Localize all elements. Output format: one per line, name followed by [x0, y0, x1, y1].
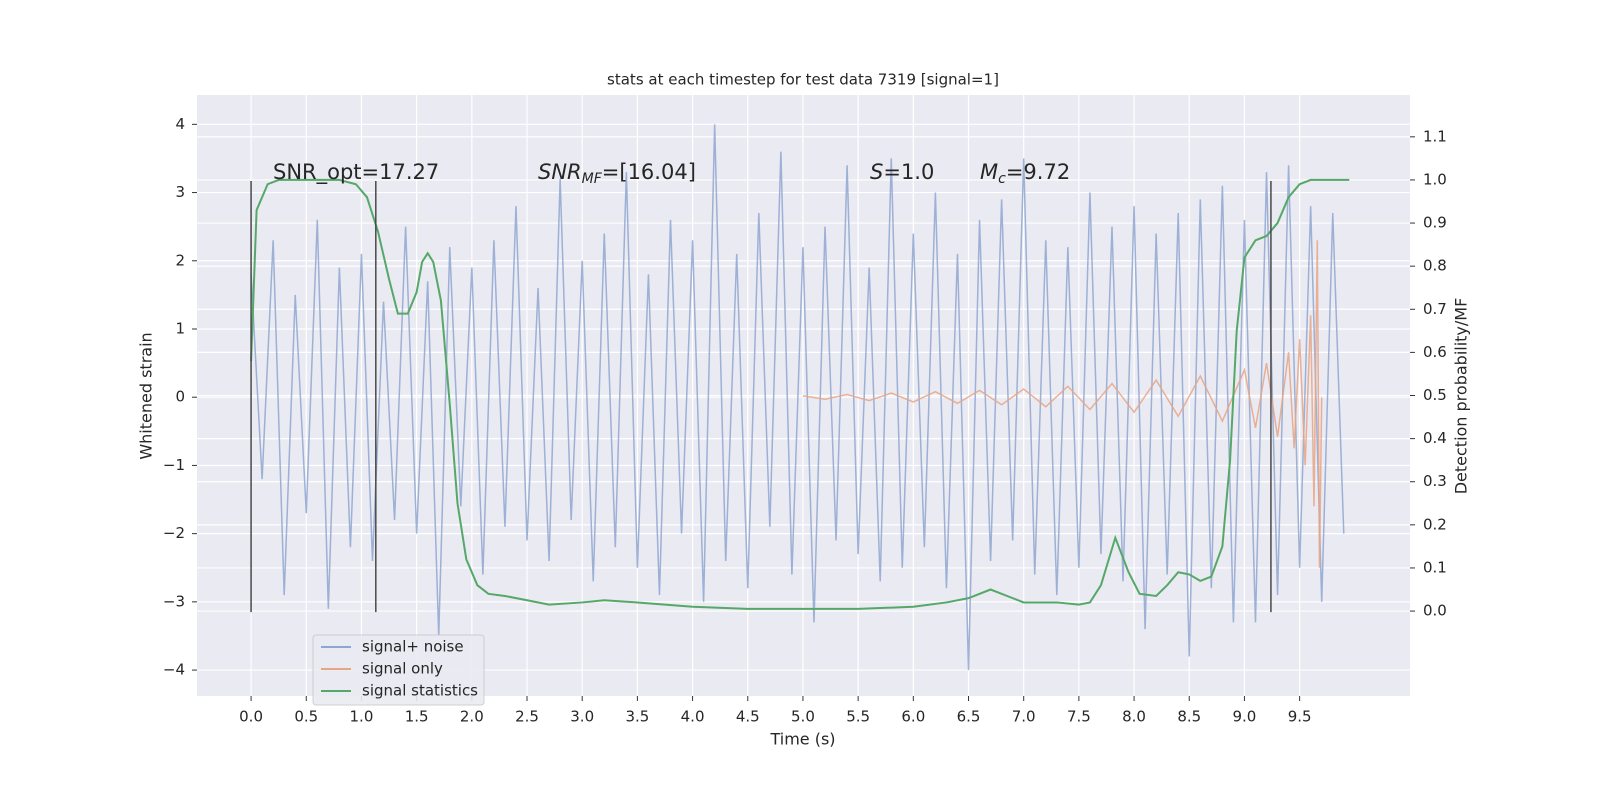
x-tick-label: 8.0	[1122, 708, 1146, 726]
y-tick-label: −2	[163, 524, 185, 542]
y2-tick-label: 0.4	[1423, 429, 1447, 447]
y2-tick-label: 0.5	[1423, 386, 1447, 404]
y2-tick-label: 0.2	[1423, 515, 1447, 533]
y2-tick-label: 1.0	[1423, 170, 1447, 188]
x-tick-label: 2.0	[460, 708, 484, 726]
y2-tick-label: 1.1	[1423, 127, 1447, 145]
annotation: S=1.0	[870, 160, 934, 184]
x-tick-label: 4.5	[736, 708, 760, 726]
legend-label: signal only	[362, 660, 443, 678]
y-tick-label: 2	[175, 251, 185, 269]
legend-box	[312, 634, 485, 706]
annotation-text: =1.0	[883, 160, 934, 184]
y-tick-label: −3	[163, 592, 185, 610]
annotation: SNRMF=[16.04]	[538, 160, 696, 187]
x-tick-label: 9.0	[1233, 708, 1257, 726]
x-tick-label: 5.0	[791, 708, 815, 726]
x-tick-label: 6.5	[957, 708, 981, 726]
annotation-symbol: SNR	[538, 160, 582, 184]
annotation-text: SNR_opt=17.27	[273, 160, 439, 185]
annotation-text: =[16.04]	[602, 160, 696, 184]
y-tick-label: 1	[175, 319, 185, 337]
y2-tick-label: 0.0	[1423, 602, 1447, 620]
y-tick-label: 0	[175, 388, 185, 406]
series-line	[802, 240, 1323, 568]
x-axis-label: Time (s)	[769, 730, 835, 749]
x-tick-label: 7.5	[1067, 708, 1091, 726]
x-tick-label: 3.5	[625, 708, 649, 726]
y-tick-label: −1	[163, 456, 185, 474]
y2-tick-label: 0.1	[1423, 558, 1447, 576]
annotation-subscript: MF	[582, 171, 603, 187]
x-tick-label: 0.5	[294, 708, 318, 726]
chart-title: stats at each timestep for test data 731…	[607, 71, 999, 89]
x-tick-label: 0.0	[239, 708, 263, 726]
annotation-text: =9.72	[1006, 160, 1070, 184]
x-tick-label: 9.5	[1288, 708, 1312, 726]
annotation-subscript: c	[998, 171, 1006, 187]
series-line	[250, 178, 1350, 610]
y-axis-label: Whitened strain	[137, 332, 156, 459]
annotation: SNR_opt=17.27	[273, 160, 439, 185]
y2-axis-label: Detection probability/MF	[1452, 298, 1471, 495]
legend-label: signal+ noise	[362, 638, 464, 656]
y2-tick-label: 0.8	[1423, 257, 1447, 275]
x-tick-label: 1.0	[350, 708, 374, 726]
x-tick-label: 4.0	[681, 708, 705, 726]
x-tick-label: 3.0	[570, 708, 594, 726]
x-tick-label: 7.0	[1012, 708, 1036, 726]
y-tick-label: 3	[175, 183, 185, 201]
annotation: Mc=9.72	[980, 160, 1070, 187]
y2-tick-label: 0.3	[1423, 472, 1447, 490]
y2-tick-label: 0.9	[1423, 214, 1447, 232]
y-tick-label: −4	[163, 661, 185, 679]
x-tick-label: 8.5	[1177, 708, 1201, 726]
x-tick-label: 5.5	[846, 708, 870, 726]
annotation-symbol: M	[980, 160, 998, 184]
y-tick-label: 4	[175, 115, 185, 133]
x-tick-label: 2.5	[515, 708, 539, 726]
annotation-symbol: S	[870, 160, 883, 184]
y2-tick-label: 0.7	[1423, 300, 1447, 318]
x-tick-label: 6.0	[901, 708, 925, 726]
series-line	[250, 124, 1345, 671]
legend-label: signal statistics	[362, 682, 478, 700]
x-tick-label: 1.5	[405, 708, 429, 726]
y2-tick-label: 0.6	[1423, 343, 1447, 361]
